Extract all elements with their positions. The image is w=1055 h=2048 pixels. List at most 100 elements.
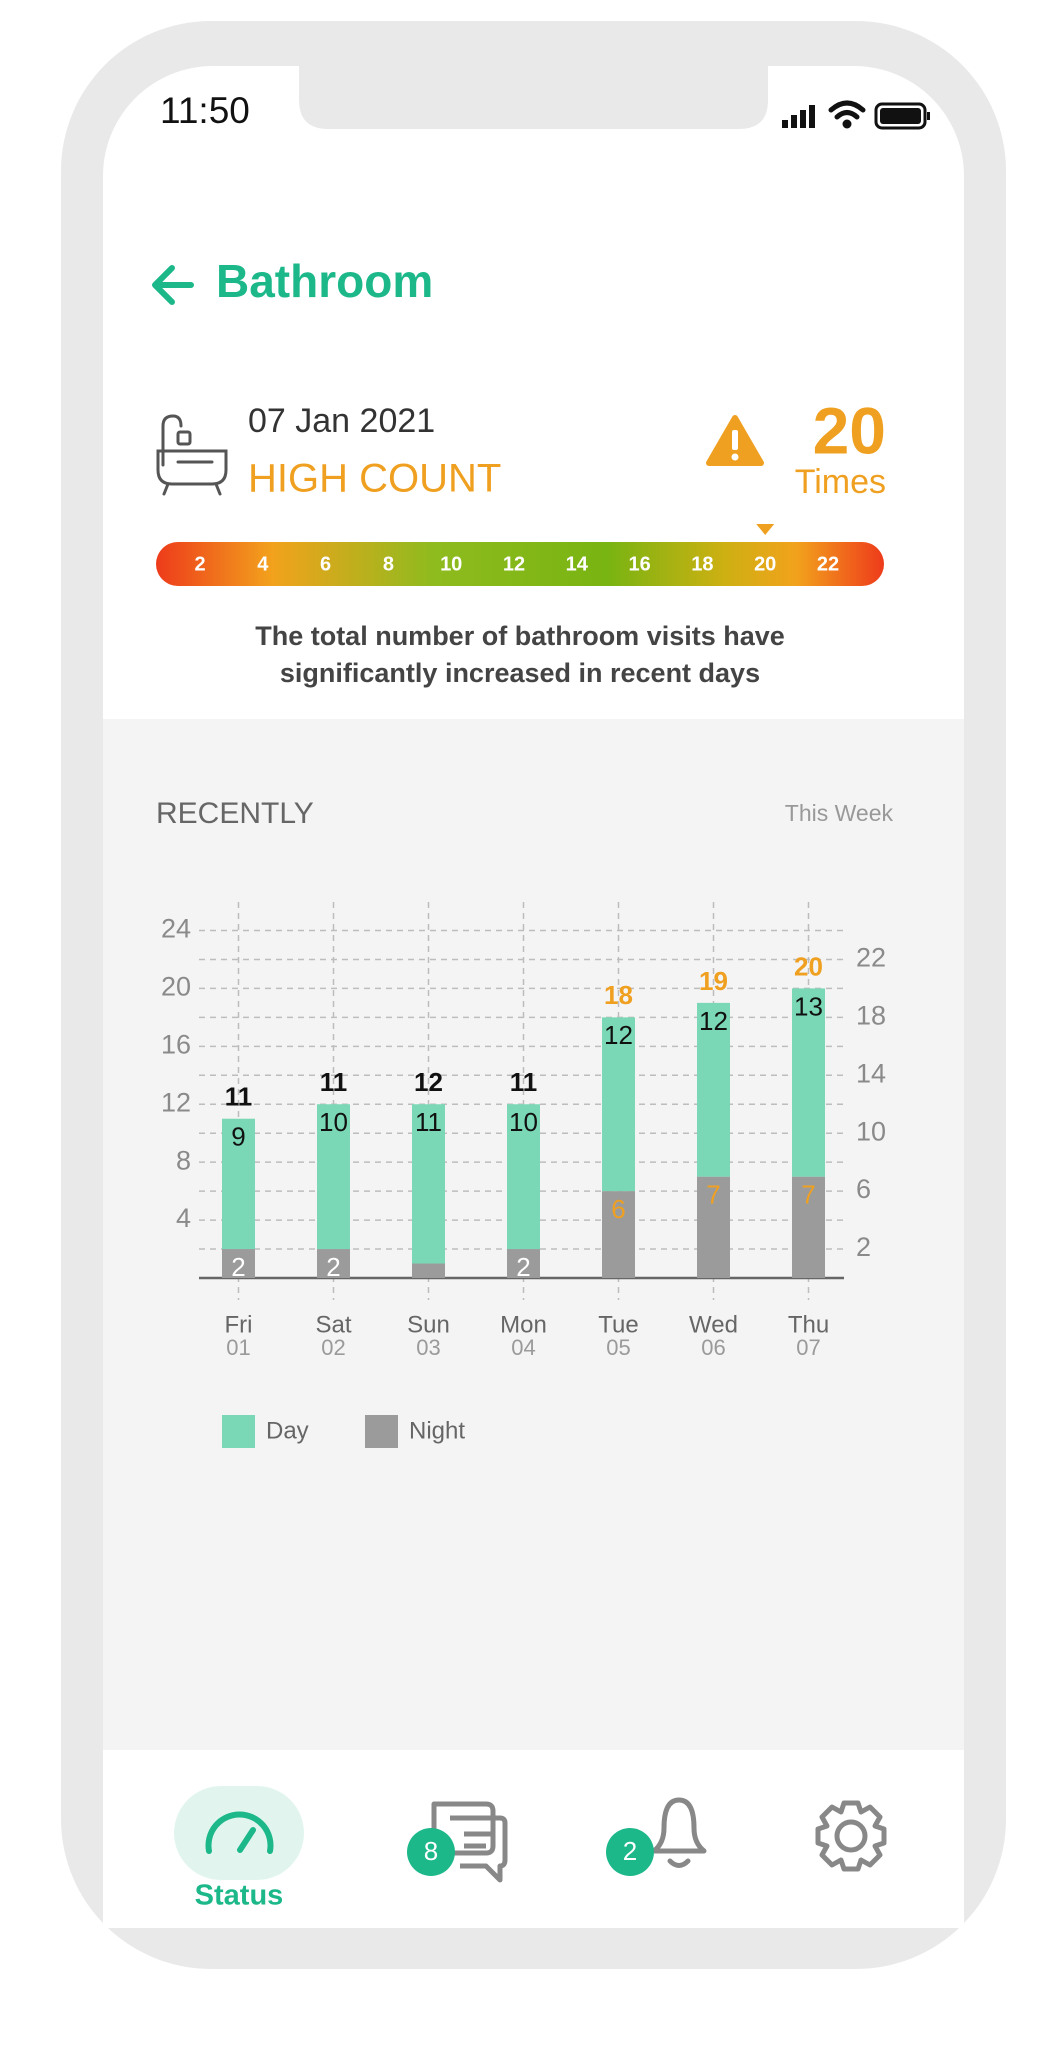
nav-status-bg[interactable]	[174, 1786, 304, 1880]
segment-label: 13	[794, 991, 823, 1021]
y2-tick-label: 6	[856, 1174, 871, 1204]
section-period[interactable]: This Week	[785, 800, 894, 826]
date: 07 Jan 2021	[248, 402, 435, 440]
clock: 11:50	[160, 90, 250, 131]
bar-segment	[697, 1002, 730, 1177]
range-label: 22	[817, 553, 839, 575]
range-label: 12	[503, 553, 525, 575]
bar-segment	[222, 1118, 255, 1250]
total-label: 20	[794, 951, 823, 981]
message-line: The total number of bathroom visits have	[255, 621, 785, 651]
x-tick-date: 01	[226, 1335, 250, 1360]
x-tick-date: 04	[511, 1335, 535, 1360]
x-tick-date: 05	[606, 1335, 630, 1360]
range-label: 10	[440, 553, 462, 575]
total-label: 11	[320, 1067, 348, 1097]
x-tick-label: Sat	[315, 1311, 351, 1338]
alerts-badge[interactable]	[606, 1828, 654, 1876]
nav-status-label[interactable]: Status	[195, 1880, 284, 1912]
x-tick-label: Mon	[500, 1311, 547, 1338]
legend-label: Night	[409, 1417, 465, 1444]
legend-label: Day	[266, 1417, 309, 1444]
y-tick-label: 24	[161, 914, 191, 944]
range-bar	[156, 542, 884, 586]
segment-label: 10	[509, 1107, 538, 1137]
y2-tick-label: 22	[856, 943, 886, 973]
segment-label: 11	[415, 1107, 442, 1137]
bar-segment	[602, 1191, 635, 1278]
y2-tick-label: 10	[856, 1116, 886, 1146]
range-label: 4	[257, 553, 269, 575]
bar-segment	[792, 1176, 825, 1278]
signal-icon	[782, 105, 815, 128]
count-unit: Times	[795, 463, 886, 501]
y-tick-label: 20	[161, 972, 191, 1002]
messages-badge[interactable]	[407, 1828, 455, 1876]
bathtub-icon	[156, 414, 228, 496]
y-tick-label: 16	[161, 1029, 191, 1059]
segment-label: 12	[604, 1020, 633, 1050]
alerts-badge-count[interactable]: 2	[623, 1836, 637, 1866]
bar-segment	[792, 988, 825, 1177]
y-tick-label: 4	[176, 1203, 191, 1233]
bar-segment	[317, 1249, 350, 1278]
x-tick-date: 07	[796, 1335, 820, 1360]
x-tick-label: Fri	[225, 1311, 253, 1338]
legend-swatch	[222, 1415, 255, 1448]
y-tick-label: 12	[161, 1087, 191, 1117]
x-tick-date: 03	[416, 1335, 440, 1360]
range-label: 14	[566, 553, 589, 575]
message-line: significantly increased in recent days	[280, 658, 760, 688]
count-value: 20	[813, 393, 886, 467]
segment-label: 10	[319, 1107, 348, 1137]
total-label: 19	[699, 966, 728, 996]
x-tick-label: Wed	[689, 1311, 738, 1338]
segment-label: 2	[231, 1252, 245, 1282]
nav-settings-icon[interactable]	[815, 1800, 887, 1872]
status-label: HIGH COUNT	[248, 457, 501, 501]
x-tick-label: Tue	[598, 1311, 638, 1338]
y-tick-label: 8	[176, 1145, 191, 1175]
back-button[interactable]	[152, 265, 194, 305]
messages-badge-count[interactable]: 8	[424, 1836, 438, 1866]
range-label: 8	[383, 553, 394, 575]
y2-tick-label: 14	[856, 1058, 886, 1088]
total-label: 12	[414, 1067, 443, 1097]
segment-label: 7	[801, 1180, 815, 1210]
y2-tick-label: 2	[856, 1232, 871, 1262]
section-title: RECENTLY	[156, 797, 314, 830]
bar-segment	[222, 1249, 255, 1278]
segment-label: 9	[231, 1122, 245, 1152]
bar-segment	[507, 1104, 540, 1250]
segment-label: 12	[699, 1006, 728, 1036]
nav-status-icon[interactable]	[205, 1811, 274, 1854]
legend-swatch	[365, 1415, 398, 1448]
segment-label: 7	[706, 1180, 720, 1210]
bar-segment	[317, 1104, 350, 1250]
x-tick-date: 02	[321, 1335, 345, 1360]
x-tick-label: Sun	[407, 1311, 450, 1338]
nav-alerts-icon[interactable]	[651, 1797, 707, 1868]
bar-segment	[412, 1263, 445, 1278]
range-label: 2	[194, 553, 205, 575]
notch	[299, 66, 768, 129]
chart: 481216202426101418222911Fri0121011Sat021…	[161, 902, 886, 1448]
segment-label: 6	[611, 1194, 625, 1224]
range-scale: 2 4 6 8 10 12 14 16 18 20 22	[194, 524, 839, 575]
bar-segment	[697, 1176, 730, 1278]
bar-segment	[507, 1249, 540, 1278]
segment-label: 2	[516, 1252, 530, 1282]
nav-messages-icon[interactable]	[431, 1801, 508, 1883]
segment-label: 2	[326, 1252, 340, 1282]
range-label: 16	[628, 553, 650, 575]
wifi-icon	[828, 100, 866, 129]
x-tick-date: 06	[701, 1335, 725, 1360]
warning-icon	[706, 415, 764, 466]
page-title: Bathroom	[216, 255, 433, 307]
y2-tick-label: 18	[856, 1000, 886, 1030]
range-label: 6	[320, 553, 331, 575]
bar-segment	[412, 1104, 445, 1264]
range-label: 20	[754, 553, 776, 575]
